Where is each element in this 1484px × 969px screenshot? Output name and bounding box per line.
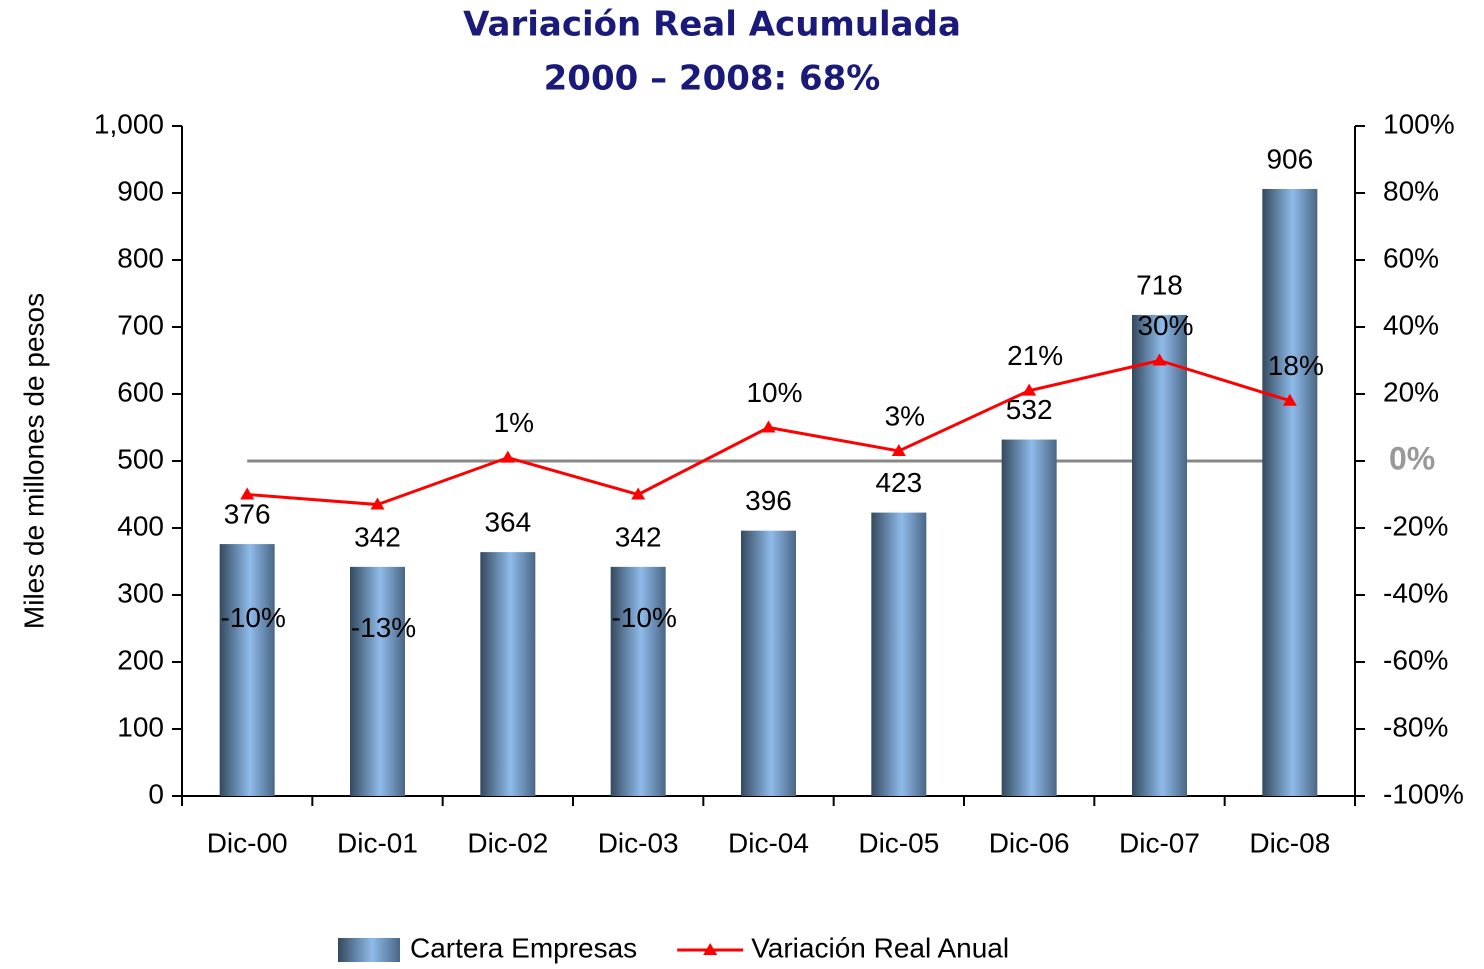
legend-label: Variación Real Anual xyxy=(751,932,1009,963)
bar xyxy=(741,530,796,796)
chart-title: Variación Real Acumulada xyxy=(463,5,961,45)
bar xyxy=(1262,188,1318,797)
bar-value-label: 396 xyxy=(745,485,792,516)
x-tick-label: Dic-03 xyxy=(598,827,679,858)
bar xyxy=(1132,314,1187,796)
y-tick-label: 100 xyxy=(117,711,164,742)
x-tick-label: Dic-08 xyxy=(1249,827,1330,858)
x-tick-label: Dic-05 xyxy=(858,827,939,858)
bar-value-label: 906 xyxy=(1266,143,1313,174)
y-tick-label: 400 xyxy=(117,510,164,541)
line-value-label: -10% xyxy=(220,602,285,633)
line-marker xyxy=(761,420,776,433)
bar xyxy=(350,566,405,796)
y2-tick-label: 0% xyxy=(1389,440,1435,476)
bar xyxy=(1001,439,1057,796)
line-value-label: 30% xyxy=(1137,310,1193,341)
y-tick-label: 600 xyxy=(117,376,164,407)
bar xyxy=(871,512,927,796)
chart-subtitle: 2000 – 2008: 68% xyxy=(544,59,881,99)
legend-marker xyxy=(703,943,718,955)
bar-value-label: 376 xyxy=(224,498,271,529)
y-tick-label: 1,000 xyxy=(94,108,164,139)
line-marker xyxy=(1152,353,1167,366)
y2-tick-label: -80% xyxy=(1383,711,1448,742)
bar-value-label: 423 xyxy=(875,467,922,498)
x-tick-label: Dic-06 xyxy=(989,827,1070,858)
y2-tick-label: -20% xyxy=(1383,510,1448,541)
y-tick-label: 300 xyxy=(117,577,164,608)
y2-tick-label: -60% xyxy=(1383,644,1448,675)
y-tick-label: 200 xyxy=(117,644,164,675)
line-marker xyxy=(631,487,646,500)
y-tick-label: 900 xyxy=(117,175,164,206)
line-marker xyxy=(1282,393,1297,406)
x-tick-label: Dic-01 xyxy=(337,827,418,858)
line-value-label: 18% xyxy=(1268,350,1324,381)
y2-tick-label: 80% xyxy=(1383,175,1439,206)
line-value-label: -13% xyxy=(351,612,416,643)
y2-tick-label: 40% xyxy=(1383,309,1439,340)
y-tick-label: 800 xyxy=(117,242,164,273)
bar-value-label: 342 xyxy=(615,521,662,552)
line-value-label: -10% xyxy=(611,602,676,633)
line-marker xyxy=(1022,383,1037,396)
line-marker xyxy=(891,443,906,456)
bar xyxy=(480,552,536,796)
y2-tick-label: 20% xyxy=(1383,376,1439,407)
y-tick-label: 700 xyxy=(117,309,164,340)
bar-value-label: 364 xyxy=(484,507,531,538)
x-tick-label: Dic-00 xyxy=(207,827,288,858)
y-tick-label: 500 xyxy=(117,443,164,474)
bar xyxy=(219,544,275,796)
line-value-label: 3% xyxy=(885,400,925,431)
x-tick-label: Dic-07 xyxy=(1119,827,1200,858)
y2-tick-label: 60% xyxy=(1383,242,1439,273)
bar xyxy=(610,566,666,796)
y2-tick-label: -40% xyxy=(1383,577,1448,608)
line-value-label: 1% xyxy=(494,407,534,438)
x-tick-label: Dic-02 xyxy=(467,827,548,858)
bar-value-label: 718 xyxy=(1136,269,1183,300)
y-tick-label: 0 xyxy=(148,778,164,809)
legend-swatch xyxy=(338,938,400,962)
line-marker xyxy=(370,497,385,510)
line-value-label: 10% xyxy=(746,377,802,408)
bar-value-label: 342 xyxy=(354,521,401,552)
legend-label: Cartera Empresas xyxy=(410,932,637,963)
line-value-label: 21% xyxy=(1007,340,1063,371)
y2-tick-label: 100% xyxy=(1383,108,1455,139)
line-marker xyxy=(500,450,515,463)
y2-tick-label: -100% xyxy=(1383,778,1464,809)
x-tick-label: Dic-04 xyxy=(728,827,809,858)
line-marker xyxy=(240,487,255,500)
y-axis-label: Miles de millones de pesos xyxy=(18,293,49,629)
